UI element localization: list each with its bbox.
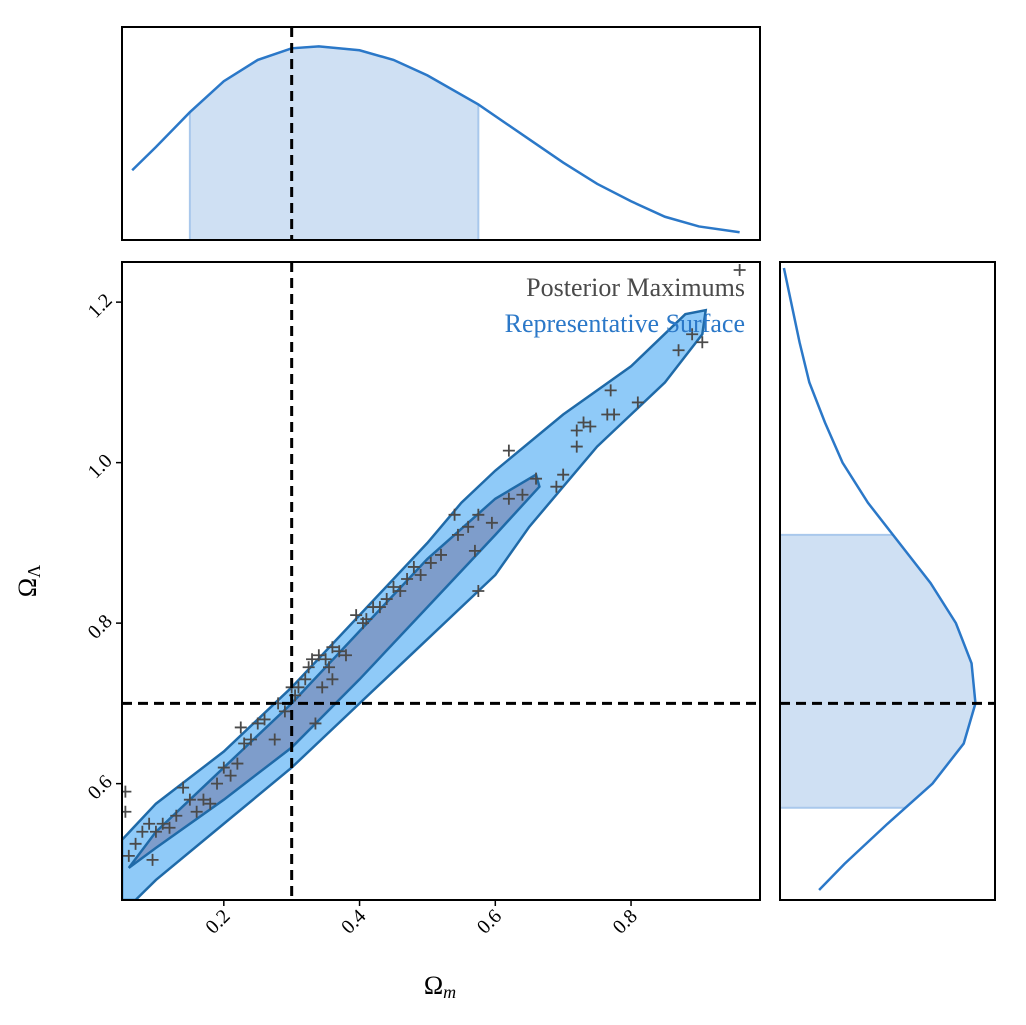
scatter-point — [299, 673, 312, 686]
scatter-point — [278, 705, 291, 718]
scatter-point — [472, 508, 485, 521]
right-marginal — [780, 267, 977, 891]
scatter-point — [122, 785, 132, 798]
scatter-point — [146, 853, 159, 866]
scatter-point — [380, 593, 393, 606]
x-tick-label: 0.6 — [473, 905, 506, 938]
scatter-point — [485, 516, 498, 529]
scatter-point — [356, 617, 369, 630]
scatter-point — [414, 568, 427, 581]
x-tick-label: 0.4 — [337, 905, 370, 938]
x-axis-label: Ωm — [424, 971, 456, 1002]
scatter-point — [129, 837, 142, 850]
scatter-point — [733, 264, 746, 277]
scatter-point — [601, 408, 614, 421]
scatter-point — [696, 336, 709, 349]
y-axis-label: ΩΛ — [13, 565, 44, 597]
scatter-point — [217, 761, 230, 774]
y-tick-label: 0.8 — [84, 610, 117, 643]
scatter-point — [302, 661, 315, 674]
scatter-point — [577, 416, 590, 429]
scatter-point — [149, 825, 162, 838]
scatter-point — [251, 717, 264, 730]
scatter-point — [516, 488, 529, 501]
scatter-point — [268, 733, 281, 746]
scatter-point — [407, 560, 420, 573]
scatter-point — [394, 585, 407, 598]
legend-entry: Representative Surface — [505, 309, 745, 338]
scatter-point — [309, 717, 322, 730]
scatter-point — [672, 344, 685, 357]
scatter-point — [570, 424, 583, 437]
legend-entry: Posterior Maximums — [526, 273, 745, 302]
scatter-point — [156, 817, 169, 830]
overlay: Posterior Maximums Representative Surface… — [84, 27, 995, 938]
scatter-point — [401, 572, 414, 585]
top-marginal — [131, 45, 740, 240]
scatter-point — [468, 544, 481, 557]
right-frame — [779, 261, 996, 901]
scatter-point — [530, 472, 543, 485]
scatter-point — [316, 681, 329, 694]
scatter-point — [170, 809, 183, 822]
scatter-point — [472, 585, 485, 598]
scatter-point — [584, 420, 597, 433]
contour — [127, 472, 541, 869]
scatter-point — [231, 757, 244, 770]
scatter-point — [197, 793, 210, 806]
scatter-point — [326, 641, 339, 654]
y-tick-label: 1.2 — [84, 289, 117, 322]
scatter-point — [122, 849, 135, 862]
scatter-point — [339, 649, 352, 662]
scatter-point — [323, 661, 336, 674]
scatter-point — [570, 440, 583, 453]
main-frame — [121, 261, 761, 901]
scatter-point — [435, 548, 447, 561]
scatter-point — [204, 797, 217, 810]
scatter-point — [462, 520, 475, 533]
scatter-point — [550, 480, 563, 493]
scatter-point — [224, 769, 237, 782]
y-tick-label: 1.0 — [84, 450, 117, 483]
density-curve — [131, 45, 740, 234]
scatter-point — [451, 528, 464, 541]
scatter-point — [234, 721, 247, 734]
scatter-point — [604, 384, 617, 397]
scatter-point — [211, 777, 224, 790]
scatter-point — [448, 508, 461, 521]
scatter-point — [367, 601, 380, 614]
x-tick-label: 0.8 — [609, 905, 642, 938]
main-plot — [122, 264, 746, 900]
scatter-point — [238, 737, 251, 750]
scatter-point — [333, 645, 346, 658]
scatter-point — [190, 805, 203, 818]
scatter-point — [502, 492, 515, 505]
x-tick-label: 0.2 — [201, 905, 234, 938]
scatter-point — [312, 649, 325, 662]
scatter-point — [502, 444, 515, 457]
scatter-point — [557, 468, 570, 481]
scatter-point — [686, 328, 699, 341]
scatter-point — [258, 713, 271, 726]
scatter-point — [183, 793, 196, 806]
scatter-point — [136, 825, 149, 838]
scatter-point — [387, 581, 400, 594]
scatter-point — [177, 781, 190, 794]
scatter-point — [350, 609, 363, 622]
top-frame — [121, 26, 761, 241]
scatter-point — [122, 805, 132, 818]
scatter-point — [631, 396, 644, 409]
y-tick-label: 0.6 — [84, 771, 117, 804]
scatter-point — [143, 817, 156, 830]
density-curve — [782, 267, 977, 891]
scatter-point — [326, 673, 339, 686]
scatter-point — [163, 821, 176, 834]
scatter-point — [424, 556, 437, 569]
scatter-point — [319, 653, 332, 666]
scatter-point — [306, 653, 319, 666]
scatter-point — [244, 733, 257, 746]
